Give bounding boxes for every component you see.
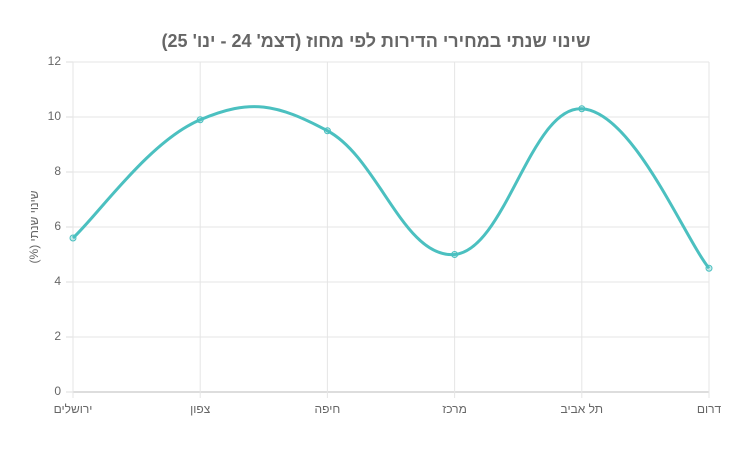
- y-axis-label: שינוי שנתי (%): [27, 190, 41, 263]
- x-tick-label: דרום: [697, 402, 722, 416]
- x-tick-label: חיפה: [315, 402, 341, 416]
- point: [705, 264, 713, 272]
- y-tick-label: 8: [54, 164, 61, 178]
- point: [323, 127, 331, 135]
- y-tick-label: 12: [48, 54, 62, 68]
- y-tick-label: 2: [54, 329, 61, 343]
- y-tick-label: 0: [54, 384, 61, 398]
- point: [578, 105, 586, 113]
- y-tick-label: 4: [54, 274, 61, 288]
- chart-title: שינוי שנתי במחירי הדירות לפי מחוז (דצמ' …: [162, 31, 591, 51]
- point: [196, 116, 204, 124]
- x-tick-label: צפון: [190, 402, 211, 416]
- y-tick-label: 10: [48, 109, 62, 123]
- x-tick-label: ירושלים: [54, 402, 93, 416]
- point: [69, 234, 77, 242]
- x-tick-label: מרכז: [442, 402, 466, 416]
- y-tick-label: 6: [54, 219, 61, 233]
- point: [451, 251, 459, 258]
- x-tick-label: תל אביב: [561, 402, 604, 416]
- line: [71, 105, 711, 270]
